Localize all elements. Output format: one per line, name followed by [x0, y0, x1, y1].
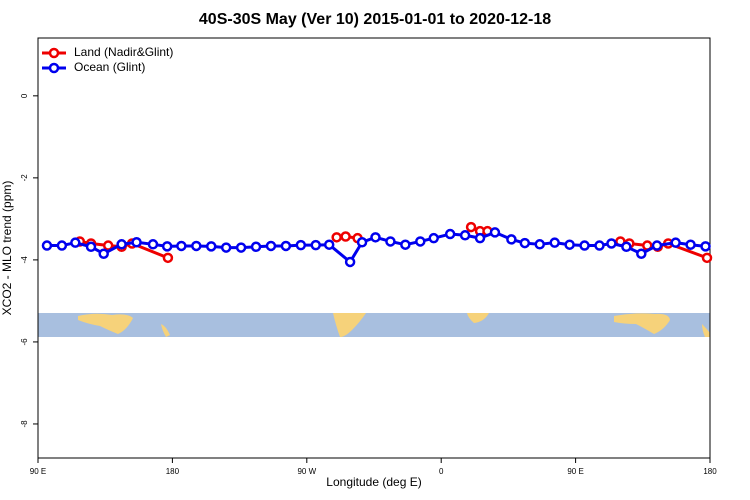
data-point	[323, 239, 335, 250]
data-point	[594, 240, 605, 251]
data-point	[700, 241, 711, 252]
data-point	[98, 248, 109, 259]
data-point	[685, 239, 696, 250]
data-point	[280, 240, 292, 252]
data-point	[191, 240, 202, 252]
data-point	[116, 239, 127, 250]
x-axis-label: Longitude (deg E)	[326, 475, 421, 489]
data-point	[131, 237, 142, 248]
data-point	[56, 240, 68, 251]
data-point	[70, 237, 81, 248]
data-point	[519, 237, 531, 249]
data-point	[459, 230, 471, 241]
data-point	[621, 241, 632, 253]
data-point	[250, 241, 262, 253]
legend-marker	[48, 47, 60, 59]
data-point	[579, 240, 590, 251]
data-point	[415, 236, 426, 247]
data-point	[465, 221, 477, 233]
y-tick-label: -6	[20, 338, 29, 346]
y-tick-label: 0	[20, 93, 29, 98]
x-tick-label: 180	[703, 467, 717, 476]
data-point	[205, 241, 217, 252]
data-point	[370, 232, 381, 243]
data-point	[356, 237, 368, 248]
data-point	[428, 232, 439, 244]
data-point	[636, 248, 647, 259]
data-point	[102, 240, 114, 251]
data-point	[310, 239, 322, 251]
data-point	[534, 239, 546, 250]
data-point	[564, 239, 575, 250]
x-tick-label: 90 E	[567, 467, 583, 476]
data-point	[651, 240, 663, 251]
data-point	[295, 239, 307, 251]
data-point	[147, 239, 159, 250]
legend-label: Land (Nadir&Glint)	[74, 45, 173, 59]
data-point	[235, 242, 247, 253]
data-point	[85, 241, 97, 253]
data-point	[506, 234, 517, 245]
chart-title: 40S-30S May (Ver 10) 2015-01-01 to 2020-…	[199, 11, 551, 28]
data-point	[161, 241, 173, 252]
y-axis-label: XCO2 - MLO trend (ppm)	[0, 181, 14, 316]
data-point	[331, 232, 342, 243]
data-point	[474, 232, 486, 244]
legend-label: Ocean (Glint)	[74, 60, 145, 74]
series	[41, 227, 711, 268]
data-point	[489, 227, 501, 238]
x-tick-label: 0	[439, 467, 444, 476]
data-point	[344, 256, 356, 268]
data-point	[400, 239, 411, 250]
legend-marker	[48, 62, 60, 74]
data-point	[606, 238, 617, 249]
data-point	[701, 252, 713, 264]
data-point	[444, 228, 456, 240]
data-point	[549, 237, 560, 248]
data-point	[265, 240, 277, 252]
data-point	[220, 242, 232, 253]
y-tick-label: -4	[20, 256, 29, 264]
map-strip	[38, 313, 710, 337]
data-point	[41, 240, 53, 251]
y-tick-label: -2	[20, 174, 29, 182]
y-tick-label: -8	[20, 420, 29, 428]
data-point	[340, 231, 351, 242]
x-tick-label: 180	[166, 467, 180, 476]
data-point	[670, 237, 681, 248]
x-tick-label: 90 E	[30, 467, 46, 476]
x-tick-label: 90 W	[297, 467, 316, 476]
data-point	[162, 252, 174, 264]
data-point	[385, 236, 396, 247]
data-point	[176, 240, 187, 252]
